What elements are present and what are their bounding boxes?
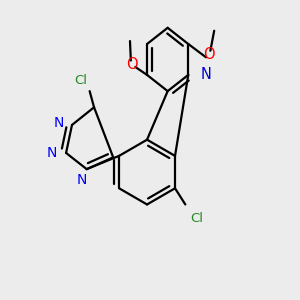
- Text: O: O: [127, 56, 138, 71]
- Text: Cl: Cl: [190, 212, 203, 225]
- Text: N: N: [77, 173, 88, 187]
- Text: Cl: Cl: [74, 74, 87, 87]
- Text: N: N: [201, 67, 212, 82]
- Text: N: N: [46, 146, 56, 160]
- Text: N: N: [53, 116, 64, 130]
- Text: O: O: [203, 47, 215, 62]
